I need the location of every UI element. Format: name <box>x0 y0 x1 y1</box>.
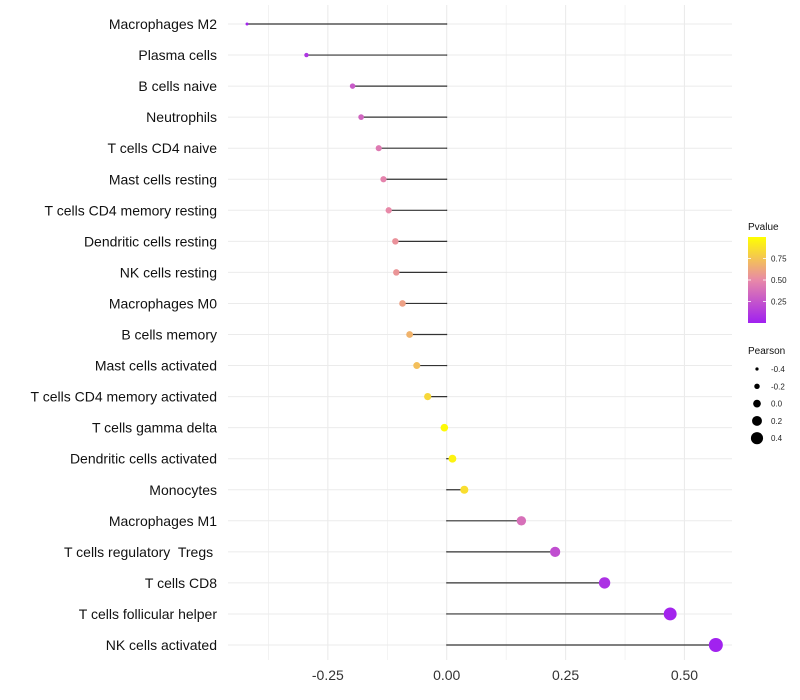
data-point <box>440 423 449 432</box>
data-point <box>392 238 399 245</box>
category-label: Macrophages M1 <box>109 513 217 529</box>
data-point <box>304 52 309 58</box>
category-labels: Macrophages M2 Plasma cells B cells naive N… <box>31 16 218 653</box>
category-label: T cells regulatory Tregs <box>64 544 217 560</box>
category-label: Dendritic cells activated <box>70 451 217 467</box>
pearson-legend-dot <box>755 367 759 371</box>
category-label: T cells CD4 memory resting <box>45 202 217 218</box>
x-tick-label: -0.25 <box>312 667 344 683</box>
x-tick-label: 0.50 <box>671 667 698 683</box>
pearson-legend-label: 0.4 <box>771 434 783 443</box>
grid-lines <box>228 5 732 660</box>
stems <box>247 23 716 646</box>
x-tick-label: 0.00 <box>433 667 460 683</box>
data-point <box>708 638 723 652</box>
pvalue-legend: Pvalue 0.25 0.50 0.75 <box>748 222 787 323</box>
pvalue-colorbar <box>748 237 766 323</box>
category-label: Mast cells activated <box>95 358 217 374</box>
category-label: Monocytes <box>149 482 217 498</box>
pearson-legend: Pearson -0.4 -0.2 0.0 0.2 0.4 <box>748 346 785 445</box>
pearson-legend-label: -0.4 <box>771 365 785 374</box>
pearson-legend-dot <box>753 399 761 408</box>
pearson-legend-dot <box>754 383 760 390</box>
category-label: NK cells resting <box>120 264 217 280</box>
data-point <box>516 516 527 526</box>
pvalue-tick-label: 0.75 <box>771 255 787 264</box>
category-label: NK cells activated <box>106 637 217 653</box>
data-point <box>448 454 457 463</box>
data-point <box>380 176 387 183</box>
data-point <box>245 22 249 26</box>
category-label: Mast cells resting <box>109 171 217 187</box>
pvalue-tick-label: 0.25 <box>771 298 787 307</box>
data-point <box>598 577 611 589</box>
data-point <box>406 331 414 338</box>
category-label: Macrophages M2 <box>109 16 217 32</box>
data-point <box>413 362 421 370</box>
pearson-legend-dot <box>750 432 764 445</box>
x-axis-ticks: -0.25 0.00 0.25 0.50 <box>312 667 698 683</box>
pearson-legend-label: 0.0 <box>771 400 783 409</box>
data-point <box>385 207 392 214</box>
category-label: T cells CD4 memory activated <box>31 389 217 405</box>
pearson-legend-label: 0.2 <box>771 417 783 426</box>
data-point <box>399 300 406 307</box>
category-label: T cells gamma delta <box>92 420 217 436</box>
category-label: Plasma cells <box>138 47 217 63</box>
pvalue-legend-title: Pvalue <box>748 222 779 233</box>
data-point <box>460 485 469 494</box>
category-label: Neutrophils <box>146 109 217 125</box>
data-point <box>358 114 364 120</box>
data-point <box>663 607 677 621</box>
data-point <box>349 83 356 89</box>
data-point <box>550 546 561 557</box>
pearson-legend-label: -0.2 <box>771 382 785 391</box>
category-label: Dendritic cells resting <box>84 233 217 249</box>
category-label: B cells memory <box>121 327 217 343</box>
category-label: T cells CD4 naive <box>108 140 218 156</box>
category-label: Macrophages M0 <box>109 295 217 311</box>
category-label: T cells follicular helper <box>79 606 218 622</box>
data-point <box>375 145 382 152</box>
category-label: T cells CD8 <box>145 575 217 591</box>
data-point <box>393 269 400 276</box>
points <box>245 22 723 652</box>
x-tick-label: 0.25 <box>552 667 579 683</box>
category-label: B cells naive <box>138 78 217 94</box>
data-point <box>424 392 432 401</box>
pearson-legend-title: Pearson <box>748 346 785 357</box>
pearson-legend-dot <box>752 415 762 426</box>
pvalue-tick-label: 0.50 <box>771 276 787 285</box>
